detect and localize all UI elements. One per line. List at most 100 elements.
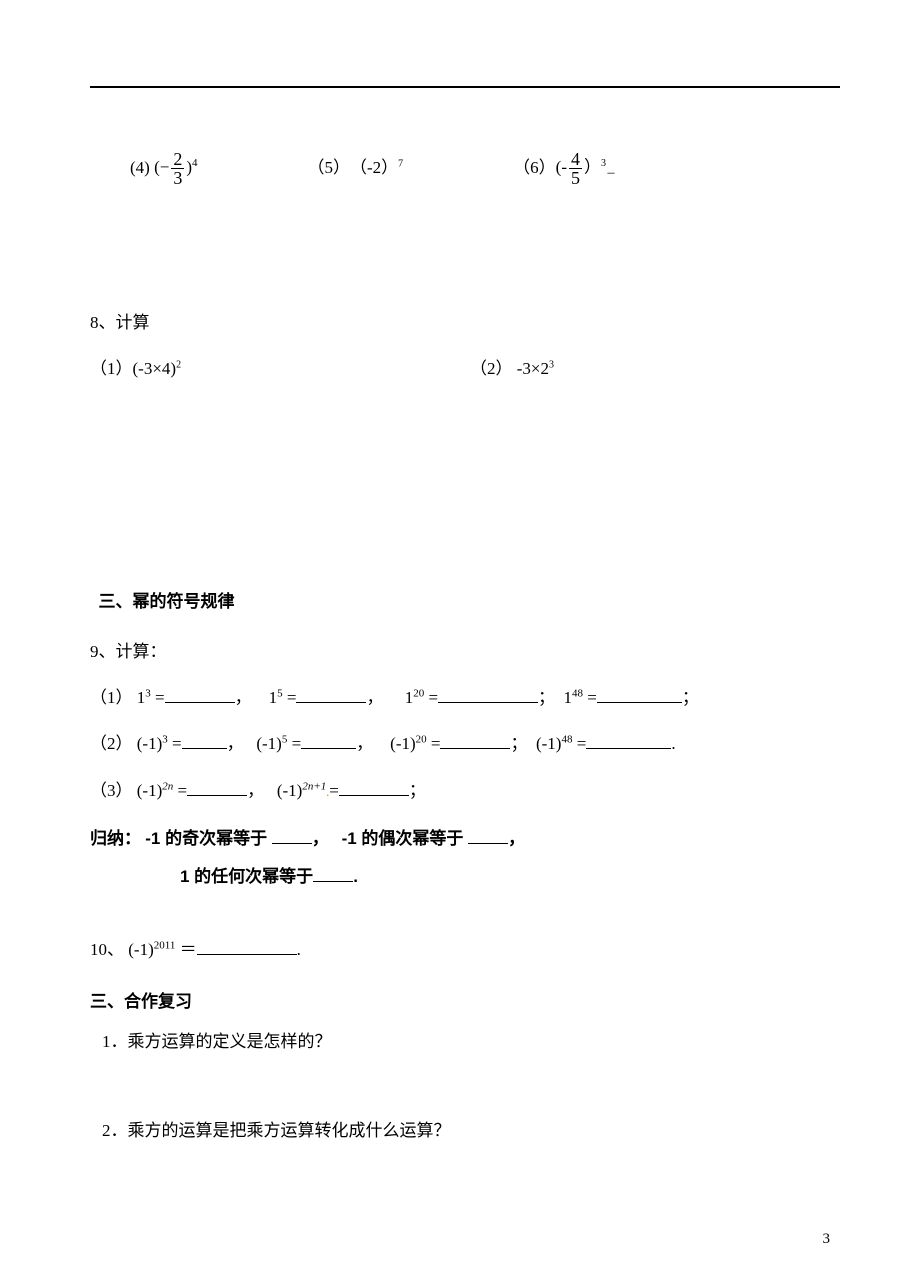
summary-2a: 1 的任何次幂等于 <box>180 867 313 886</box>
blank <box>313 865 353 882</box>
p9-rest: 、计算： <box>99 642 167 661</box>
p9r1-label: （1） <box>90 688 133 707</box>
p9r1-c: 120 <box>405 688 425 707</box>
summary-1b: ， <box>312 829 329 848</box>
summary-1d: ， <box>508 829 525 848</box>
sec3b-title: 三、合作复习 <box>90 992 192 1011</box>
p8-2: （2） -3×23 <box>470 353 830 385</box>
p5-base: （-2） <box>350 158 398 177</box>
blank <box>597 686 682 703</box>
problems-4-5-6: (4) (−23)4 （5） （-2）7 （6） (-45）3－ <box>130 150 830 187</box>
blank <box>197 938 297 955</box>
p9r1-d-base: 1 <box>564 688 573 707</box>
p9-row3: （3） (-1)2n =， (-1)2n+1.=； <box>90 775 830 807</box>
p5-exp: 7 <box>398 159 403 170</box>
page-number: 3 <box>823 1231 831 1248</box>
p9r2-a: (-1)3 <box>137 734 168 753</box>
p9r1-c-exp: 20 <box>413 688 424 700</box>
p9r2-b-exp: 5 <box>282 734 288 746</box>
p4-label: (4) <box>130 152 150 184</box>
blank <box>438 686 538 703</box>
blank <box>187 779 247 796</box>
sec3b-q2-text: 2．乘方的运算是把乘方运算转化成什么运算？ <box>102 1121 451 1140</box>
problem-6: （6） (-45）3－ <box>513 150 616 187</box>
p9r2-d: (-1)48 <box>536 734 572 753</box>
problem-9-heading: 9、计算： <box>90 636 830 668</box>
p8-heading-text: 8、计算 <box>90 313 150 332</box>
summary-label: 归纳： <box>90 829 141 848</box>
problem-4: (4) (−23)4 <box>130 150 198 187</box>
p6-num: 4 <box>569 150 582 168</box>
p8-1-exp: 2 <box>176 360 181 371</box>
summary-2b: . <box>353 867 358 886</box>
p9r2-b: (-1)5 <box>256 734 287 753</box>
p9r3-a: (-1)2n <box>137 781 173 800</box>
p6-label: （6） <box>513 152 556 184</box>
p9r2-d-base: (-1) <box>536 734 561 753</box>
blank <box>296 686 366 703</box>
p10-eq: ＝ <box>180 940 197 959</box>
blank <box>301 732 356 749</box>
p4-expr: (−23)4 <box>150 150 198 187</box>
p9r2-a-base: (-1) <box>137 734 162 753</box>
sec3a-title: 三、幂的符号规律 <box>99 592 235 611</box>
p9r3-a-base: (-1) <box>137 781 162 800</box>
blank <box>586 732 671 749</box>
blank <box>165 686 235 703</box>
p6-den: 5 <box>569 168 582 187</box>
blank <box>272 827 312 844</box>
p9r2-c-base: (-1) <box>390 734 415 753</box>
summary-row1: 归纳： -1 的奇次幂等于 ， -1 的偶次幂等于 ， <box>90 823 830 855</box>
p4-den: 3 <box>171 168 184 187</box>
sec3b-q2: 2．乘方的运算是把乘方运算转化成什么运算？ <box>90 1115 830 1147</box>
p9-row2: （2） (-1)3 =， (-1)5 =， (-1)20 =； (-1)48 =… <box>90 728 830 760</box>
p10-end: . <box>297 940 301 959</box>
p8-2-label: （2） <box>470 359 513 378</box>
p9r3-a-exp: 2n <box>162 780 173 792</box>
p9r3-b-exp: 2n+1 <box>302 780 326 792</box>
p4-exp: 4 <box>192 157 198 169</box>
blank <box>468 827 508 844</box>
sec3b-q1-text: 1．乘方运算的定义是怎样的？ <box>102 1032 332 1051</box>
p10-label: 10、 <box>90 940 124 959</box>
problem-8-heading: 8、计算 <box>90 307 830 339</box>
p9r2-c: (-1)20 <box>390 734 426 753</box>
p8-2-base: -3×2 <box>517 359 549 378</box>
p9r1-b: 15 <box>269 688 283 707</box>
p9r2-a-exp: 3 <box>162 734 168 746</box>
p10-exp: 2011 <box>154 939 176 951</box>
p5-expr: （-2）7 <box>350 152 403 184</box>
p8-1-expr: (-3×4)2 <box>133 359 182 378</box>
p9r3-b-base: (-1) <box>277 781 302 800</box>
p9r2-b-base: (-1) <box>256 734 281 753</box>
p9-row1: （1） 13 =， 15 =， 120 =； 148 =； <box>90 682 830 714</box>
content: (4) (−23)4 （5） （-2）7 （6） (-45）3－ 8、计算 （1… <box>90 150 830 1147</box>
dot-icon: . <box>326 785 329 799</box>
p8-2-exp: 3 <box>549 360 554 371</box>
p9r1-d-exp: 48 <box>572 688 583 700</box>
p10-expr: (-1)2011 <box>128 940 175 959</box>
p8-1: （1）(-3×4)2 <box>90 353 470 385</box>
p4-num: 2 <box>171 150 184 168</box>
section-3a: 三、幂的符号规律 <box>90 586 830 618</box>
problem-10: 10、 (-1)2011 ＝. <box>90 934 830 966</box>
blank <box>440 732 510 749</box>
p6-expr: (-45）3－ <box>556 150 616 187</box>
p9r1-a-exp: 3 <box>145 688 151 700</box>
sec3b-q1: 1．乘方运算的定义是怎样的？ <box>90 1026 830 1058</box>
p9r1-b-base: 1 <box>269 688 278 707</box>
p9r2-label: （2） <box>90 734 133 753</box>
summary-1c: -1 的偶次幂等于 <box>342 829 469 848</box>
p9r1-d: 148 <box>564 688 584 707</box>
section-3b: 三、合作复习 <box>90 986 830 1018</box>
page: (4) (−23)4 （5） （-2）7 （6） (-45）3－ 8、计算 （1… <box>0 0 920 1274</box>
blank <box>339 779 409 796</box>
p6-exp: 3 <box>601 158 606 169</box>
p5-label: （5） <box>308 152 351 184</box>
p9r1-a: 13 <box>137 688 151 707</box>
p8-1-base: (-3×4) <box>133 359 177 378</box>
p8-1-label: （1） <box>90 359 133 378</box>
problem-8-items: （1）(-3×4)2 （2） -3×23 <box>90 353 830 385</box>
p8-2-expr: -3×23 <box>517 359 554 378</box>
p9r3-b: (-1)2n+1 <box>277 781 326 800</box>
